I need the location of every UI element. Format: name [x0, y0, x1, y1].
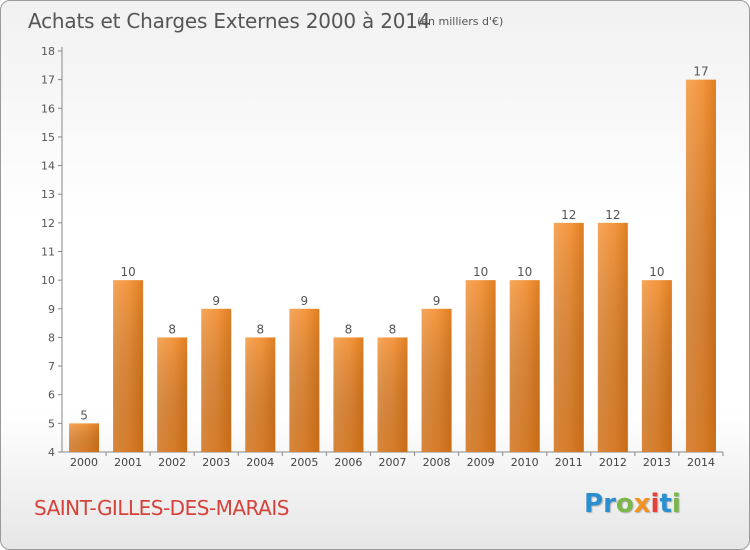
y-tick-label: 6: [48, 389, 55, 402]
chart-title: Achats et Charges Externes 2000 à 2014: [28, 9, 431, 33]
bars: 5 10 8 9 8 9 8 8 9 10 10 12 12 10 17: [69, 65, 716, 453]
data-label: 5: [80, 408, 88, 422]
data-label: 8: [389, 322, 397, 336]
y-tick-label: 10: [41, 274, 55, 287]
y-tick-label: 17: [41, 74, 55, 87]
data-label: 10: [517, 265, 532, 279]
y-tick-label: 8: [48, 331, 55, 344]
brand-letter: o: [615, 489, 634, 519]
brand-letter: r: [603, 489, 616, 519]
x-tick-label: 2004: [246, 456, 274, 469]
data-label: 12: [561, 208, 576, 222]
brand-letter: i: [671, 489, 681, 519]
brand-letter: i: [650, 489, 660, 519]
x-tick-label: 2000: [70, 456, 98, 469]
data-label: 8: [168, 322, 176, 336]
location-name: SAINT-GILLES-DES-MARAIS: [34, 496, 289, 520]
data-label: 9: [212, 294, 220, 308]
x-tick-label: 2009: [467, 456, 495, 469]
data-label: 10: [649, 265, 664, 279]
x-tick-label: 2012: [599, 456, 627, 469]
y-tick-label: 14: [41, 160, 55, 173]
data-label: 10: [120, 265, 135, 279]
x-tick-label: 2003: [202, 456, 230, 469]
x-tick-label: 2011: [555, 456, 583, 469]
data-label: 10: [473, 265, 488, 279]
bar-shade: [553, 222, 584, 452]
x-tick-label: 2014: [687, 456, 715, 469]
bar-shade: [245, 337, 276, 452]
bar-shade: [685, 79, 716, 453]
bar-shade: [69, 423, 100, 452]
bar-shade: [333, 337, 364, 452]
x-tick-label: 2001: [114, 456, 142, 469]
bar-shade: [421, 308, 452, 452]
bar-shade: [157, 337, 188, 452]
brand-letter: t: [659, 489, 672, 519]
y-tick-label: 5: [48, 417, 55, 430]
brand-logo: Proxiti: [584, 489, 681, 519]
x-tick-label: 2008: [423, 456, 451, 469]
y-tick-label: 13: [41, 188, 55, 201]
axes: 4 5 6 7 8 9 10 11 12 13 14 15 16 17 18 2000 2001 2002 2003…: [41, 45, 724, 469]
y-tick-label: 12: [41, 217, 55, 230]
bar-shade: [113, 280, 144, 452]
bar-shade: [597, 222, 628, 452]
unit-note: (en milliers d'€): [417, 15, 504, 28]
y-tick-label: 18: [41, 45, 55, 58]
y-tick-label: 4: [48, 446, 55, 459]
data-label: 9: [301, 294, 309, 308]
y-tick-label: 9: [48, 303, 55, 316]
bar-shade: [377, 337, 408, 452]
data-label: 8: [256, 322, 264, 336]
data-label: 9: [433, 294, 441, 308]
bar-shade: [509, 280, 540, 452]
x-tick-label: 2010: [511, 456, 539, 469]
brand-letter: P: [584, 489, 604, 519]
x-tick-label: 2013: [643, 456, 671, 469]
bar-shade: [465, 280, 496, 452]
y-tick-label: 16: [41, 102, 55, 115]
x-tick-label: 2007: [379, 456, 407, 469]
y-tick-label: 11: [41, 246, 55, 259]
brand-letter: x: [633, 489, 651, 519]
x-tick-label: 2005: [290, 456, 318, 469]
y-tick-label: 7: [48, 360, 55, 373]
bar-shade: [641, 280, 672, 452]
bar-shade: [289, 308, 320, 452]
x-tick-label: 2006: [334, 456, 362, 469]
data-label: 17: [693, 65, 708, 79]
data-label: 8: [345, 322, 353, 336]
bar-shade: [201, 308, 232, 452]
x-tick-label: 2002: [158, 456, 186, 469]
y-tick-label: 15: [41, 131, 55, 144]
data-label: 12: [605, 208, 620, 222]
